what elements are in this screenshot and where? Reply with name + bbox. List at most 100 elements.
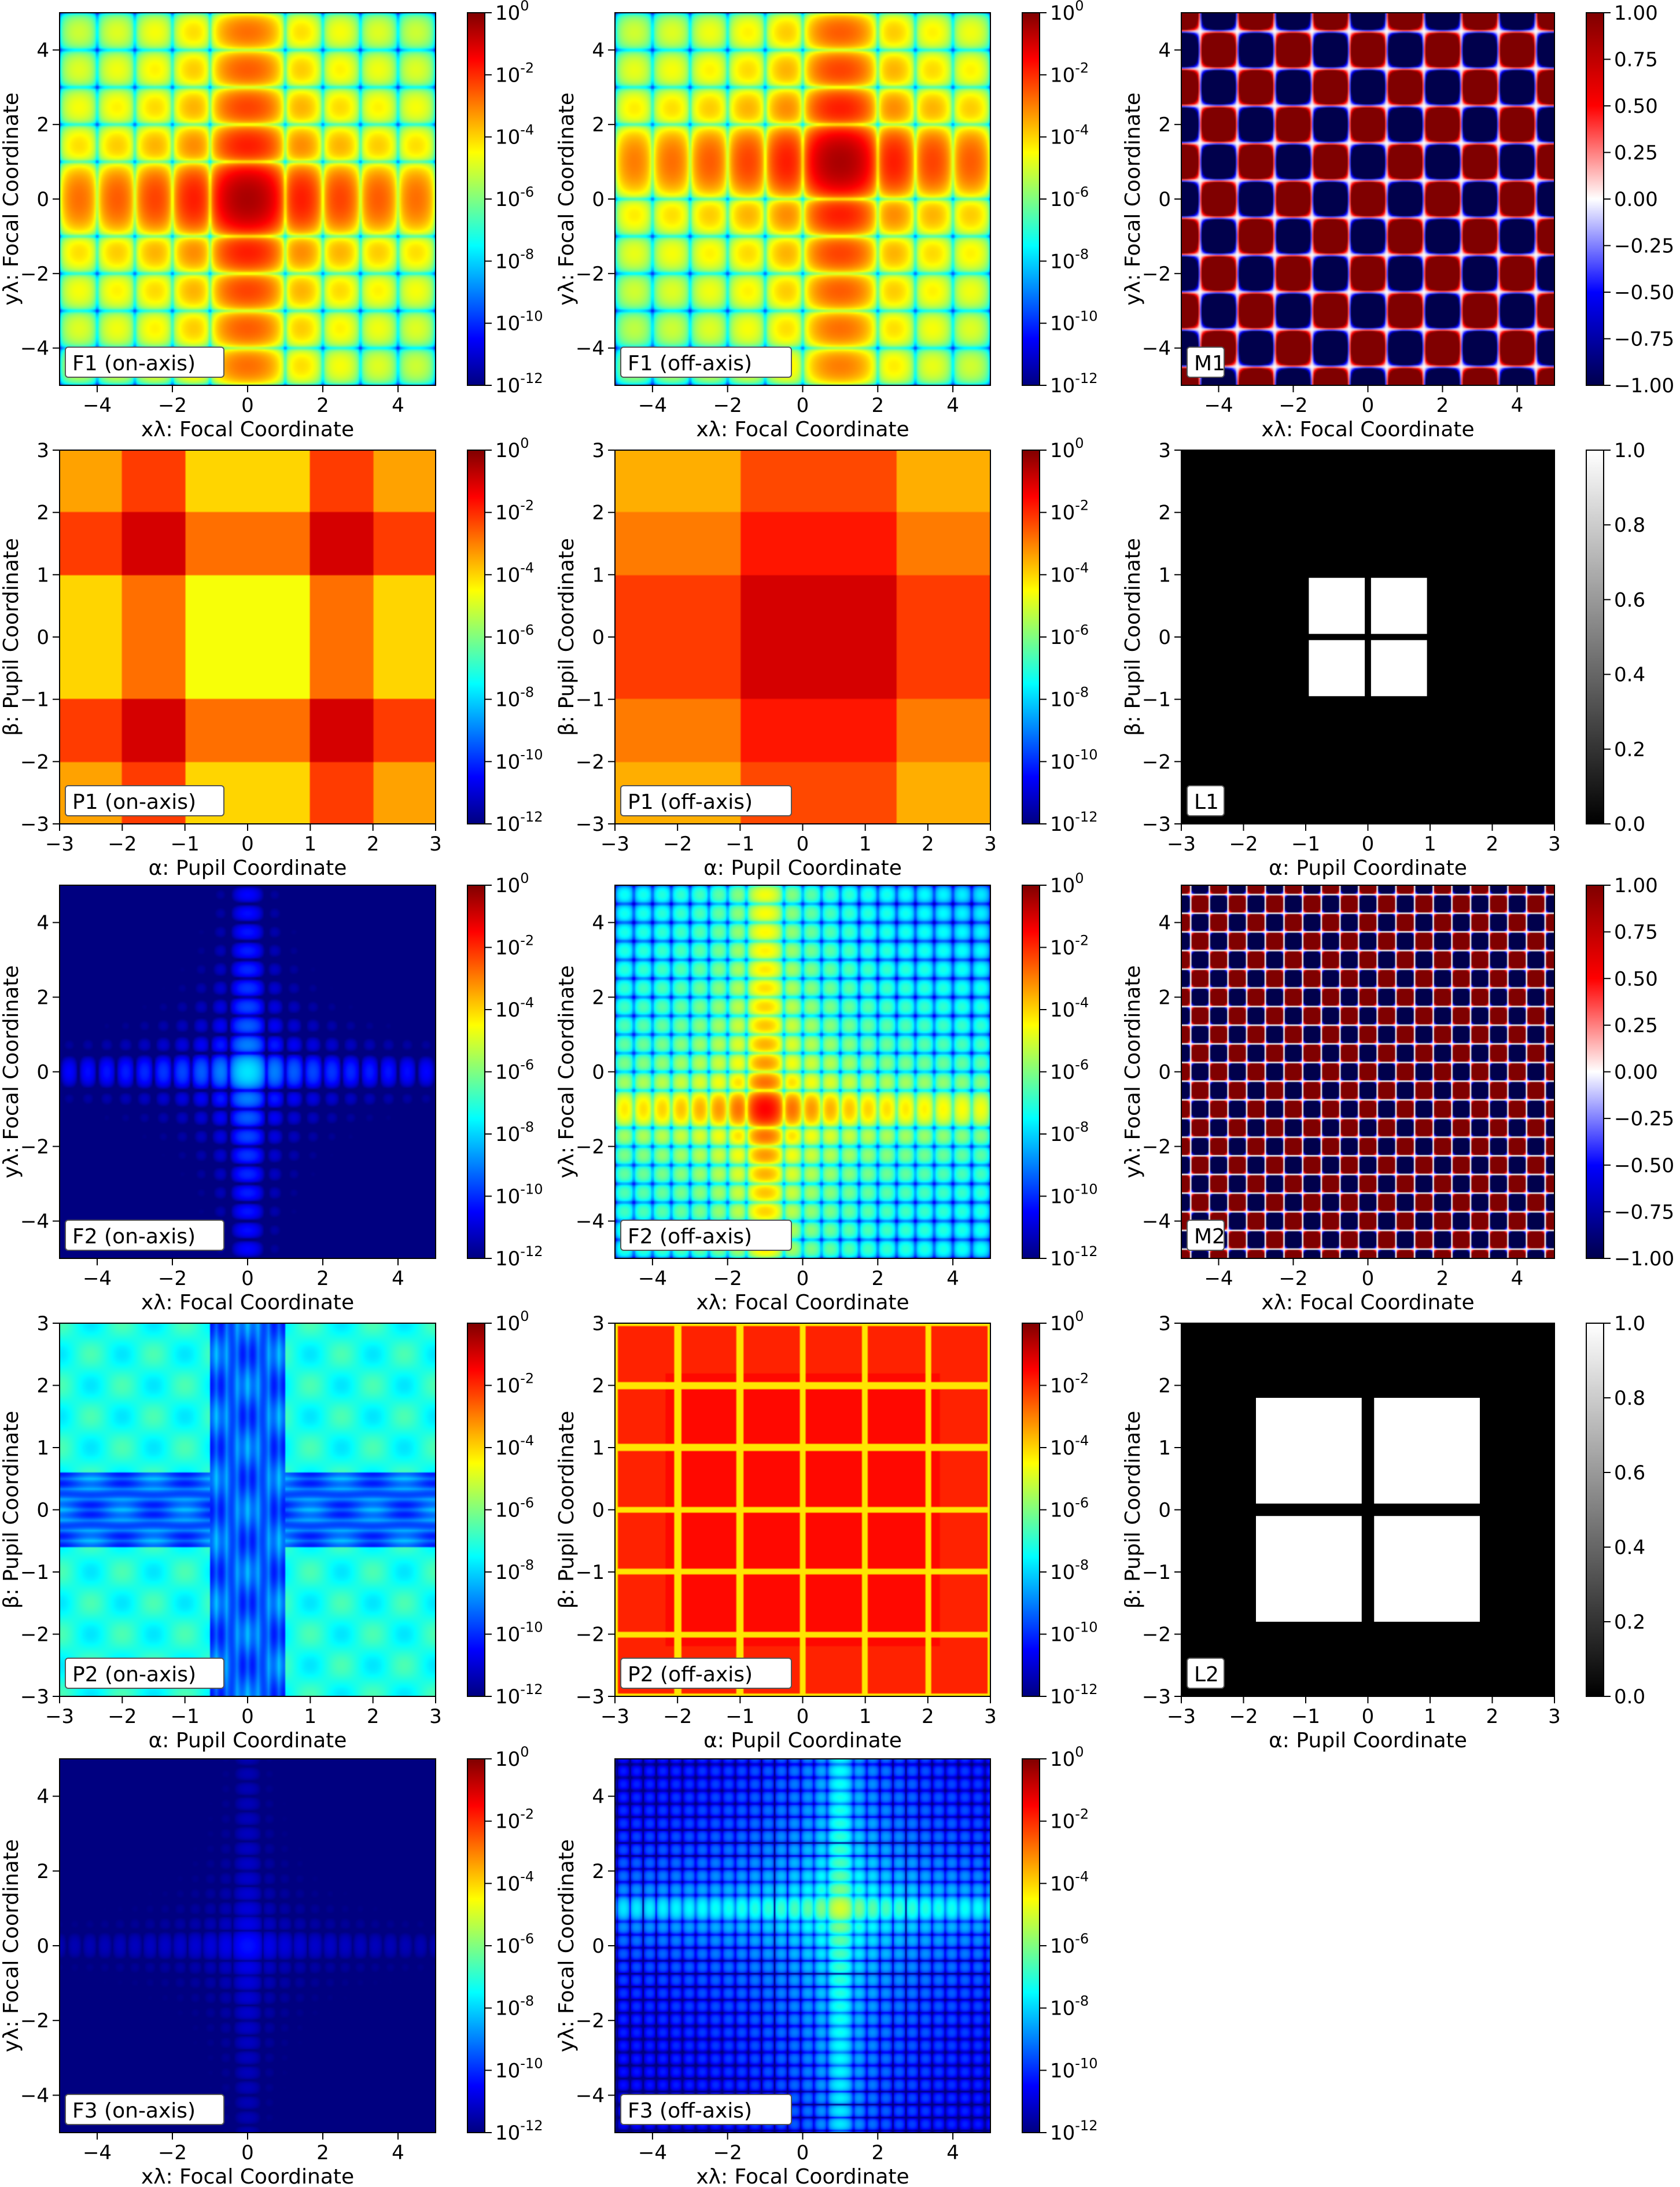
panel-label: F3 (on-axis) [72,2099,196,2123]
colorbar-tick-label: 10-4 [1050,122,1089,149]
panel-l1: −3 −2 −1 0 1 2 3 −3 −2 −1 0 1 2 3 α: Pupil Coordinate β… [1121,439,1645,880]
colorbar-tick-label: 100 [1050,435,1084,462]
colorbar-gradient [467,12,485,386]
x-tick-label: −2 [713,2141,742,2164]
colorbar: 100 10-2 10-4 10-6 10-8 10-10 10-12 [467,1308,543,1709]
panel-label-box [620,347,792,378]
panel-label-box [620,1220,792,1251]
x-tick-label: −2 [158,2141,187,2164]
x-tick-label: 3 [1548,833,1561,856]
y-tick-label: 3 [36,1312,49,1335]
colorbar-gradient [467,450,485,824]
y-tick-label: 3 [36,439,49,462]
colorbar-tick-label: 0.2 [1614,738,1645,761]
colorbar-gradient [467,1323,485,1697]
colorbar-tick-label: 10-12 [495,2118,543,2145]
colorbar: 100 10-2 10-4 10-6 10-8 10-10 10-12 [467,0,543,397]
colorbar-tick-label: 10-8 [1050,1557,1089,1584]
x-tick-label: 2 [316,1267,329,1290]
x-tick-label: 2 [871,394,884,417]
panel-label: F2 (off-axis) [628,1225,752,1249]
colorbar-tick-label: 10-10 [495,2055,543,2082]
heatmap-image [60,1759,436,2133]
y-tick-label: 0 [1158,188,1171,211]
y-tick-label: 3 [592,439,605,462]
aperture-square [1309,577,1365,634]
panel-label-box [65,347,224,378]
y-tick-label: 0 [36,1499,49,1522]
colorbar-tick-label: 10-10 [495,1181,543,1209]
x-tick-label: −1 [1291,833,1320,856]
colorbar-tick-label: −1.00 [1614,374,1674,397]
colorbar: 100 10-2 10-4 10-6 10-8 10-10 10-12 [467,870,543,1271]
x-tick-label: −1 [725,1705,754,1728]
colorbar-tick-label: 10-8 [1050,1119,1089,1146]
colorbar-tick-label: 10-10 [495,1619,543,1647]
panel-label-box [1187,1658,1225,1689]
colorbar-tick-label: 10-4 [495,122,534,149]
x-tick-label: −2 [108,833,137,856]
x-tick-label: −2 [713,1267,742,1290]
x-tick-label: 0 [797,1267,809,1290]
x-axis-label: xλ: Focal Coordinate [141,1291,354,1315]
panel-f1off: −4 −2 0 2 4 −4 −2 0 2 4 xλ: Focal Coordinate yλ: Fo… [555,0,1097,441]
y-tick-label: −3 [1142,1685,1171,1709]
x-tick-label: 2 [367,1705,380,1728]
y-tick-label: −2 [20,2009,49,2033]
y-axis-label: yλ: Focal Coordinate [1121,965,1145,1178]
x-tick-label: 2 [316,2141,329,2164]
colorbar-tick-label: 10-2 [495,1806,534,1833]
colorbar-tick-label: 10-12 [495,1243,543,1271]
x-tick-label: −4 [638,394,667,417]
colorbar-tick-label: 10-8 [495,684,534,712]
x-tick-label: −4 [83,1267,112,1290]
y-tick-label: 2 [1158,1375,1171,1398]
y-tick-label: −2 [1142,750,1171,774]
x-tick-label: 0 [241,2141,254,2164]
x-axis-label: xλ: Focal Coordinate [141,2165,354,2187]
colorbar-tick-label: 0.75 [1614,921,1658,944]
y-tick-label: −3 [20,813,49,836]
x-tick-label: 2 [316,394,329,417]
colorbar-tick-label: 10-2 [495,498,534,525]
colorbar-tick-label: 10-8 [1050,684,1089,712]
y-tick-label: 2 [36,1375,49,1398]
colorbar: 100 10-2 10-4 10-6 10-8 10-10 10-12 [1022,1744,1097,2145]
y-axis-label: β: Pupil Coordinate [555,538,579,736]
colorbar-tick-label: −0.75 [1614,1201,1674,1224]
y-tick-label: 0 [592,626,605,649]
x-tick-label: 2 [1436,1267,1449,1290]
colorbar: 1.00 0.75 0.50 0.25 0.00 −0.25 −0.50 −0.75 −1.00 [1586,874,1674,1271]
y-tick-label: 4 [36,1785,49,1809]
heatmap-image [615,450,990,824]
y-tick-label: 1 [1158,1437,1171,1460]
x-tick-label: 1 [304,1705,317,1728]
colorbar-tick-label: 10-6 [1050,184,1089,211]
y-tick-label: 1 [592,1437,605,1460]
colorbar: 1.0 0.8 0.6 0.4 0.2 0.0 [1586,1312,1645,1709]
x-tick-label: 0 [797,1705,809,1728]
y-axis-label: yλ: Focal Coordinate [555,93,579,305]
colorbar-tick-label: 10-4 [495,1433,534,1460]
y-axis-label: β: Pupil Coordinate [1121,538,1145,736]
panel-label-box [620,785,792,816]
colorbar-tick-label: 100 [495,0,529,25]
colorbar-tick-label: 10-8 [495,1993,534,2020]
y-axis-label: yλ: Focal Coordinate [0,93,23,305]
colorbar-tick-label: 100 [495,435,529,462]
x-tick-label: 2 [1486,1705,1499,1728]
colorbar-tick-label: 10-12 [1050,1243,1097,1271]
colorbar-tick-label: 10-4 [495,995,534,1022]
colorbar-tick-label: 10-2 [1050,933,1089,960]
y-tick-label: 1 [1158,564,1171,587]
y-tick-label: 4 [592,39,605,62]
colorbar-tick-label: 10-10 [495,746,543,774]
colorbar: 1.00 0.75 0.50 0.25 0.00 −0.25 −0.50 −0.75 −1.00 [1586,2,1674,397]
colorbar-tick-label: 10-10 [1050,2055,1097,2082]
panel-m2: −4 −2 0 2 4 −4 −2 0 2 4 xλ: Focal Coordinate yλ: Fo… [1121,874,1674,1315]
panel-label: P1 (off-axis) [628,790,753,814]
y-tick-label: −2 [576,263,605,286]
aperture-square [1256,1516,1362,1622]
panel-label-box [65,2094,224,2125]
